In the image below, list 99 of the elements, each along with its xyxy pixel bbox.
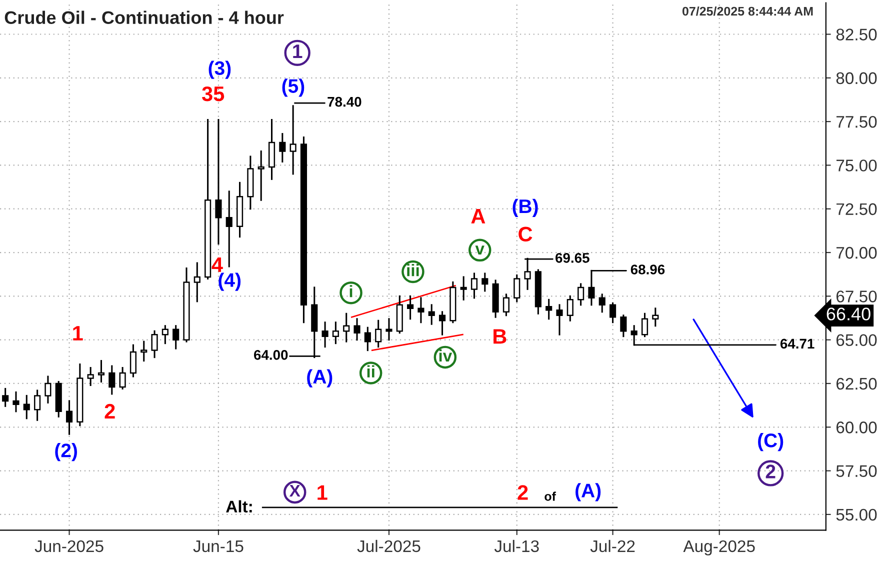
text: 66.40 bbox=[826, 308, 870, 320]
candlestick bbox=[98, 360, 105, 382]
candlestick bbox=[418, 297, 424, 324]
candlestick bbox=[66, 400, 73, 435]
y-tick-label: 82.50 bbox=[836, 28, 877, 40]
annotation: Alt: bbox=[226, 500, 252, 512]
candlestick bbox=[194, 262, 200, 302]
candlestick bbox=[470, 272, 478, 299]
annotation: iv bbox=[439, 349, 452, 362]
annotation: ii bbox=[367, 365, 374, 378]
candlestick bbox=[598, 294, 606, 313]
y-tick-label: 57.50 bbox=[836, 465, 877, 477]
annotation: 78.40 bbox=[328, 96, 362, 107]
annotation: A bbox=[471, 209, 486, 224]
candlestick bbox=[44, 376, 52, 404]
candlestick bbox=[258, 150, 264, 201]
y-tick-label: 62.50 bbox=[836, 378, 877, 390]
candlestick bbox=[438, 311, 446, 336]
annotation: (2) bbox=[55, 443, 77, 462]
candlestick bbox=[343, 312, 350, 342]
candlestick bbox=[140, 340, 148, 362]
candlestick bbox=[87, 367, 94, 386]
candlestick bbox=[620, 314, 627, 338]
candlestick bbox=[652, 308, 659, 327]
annotation: 69.65 bbox=[556, 253, 590, 263]
annotation: 4 bbox=[212, 258, 223, 272]
candlestick bbox=[502, 294, 510, 316]
annotation: 35 bbox=[202, 86, 224, 102]
y-tick-label: 70.00 bbox=[836, 246, 877, 259]
candlestick bbox=[407, 295, 414, 320]
candlestick bbox=[354, 318, 360, 341]
chart-title: Crude Oil - Continuation - 4 hour bbox=[4, 10, 284, 24]
annotation: (A) bbox=[307, 369, 332, 388]
candlestick bbox=[279, 133, 286, 162]
annotation: 1 bbox=[73, 326, 83, 340]
candlestick bbox=[578, 283, 584, 306]
y-tick-label: 67.50 bbox=[836, 290, 877, 302]
y-tick-label: 80.00 bbox=[836, 72, 877, 84]
annotation: 1 bbox=[318, 485, 328, 500]
annotation: (5) bbox=[282, 78, 304, 97]
y-tick-label: 77.50 bbox=[836, 116, 877, 128]
y-tick-label: 75.00 bbox=[836, 160, 877, 172]
candlestick bbox=[364, 326, 371, 352]
annotation: of bbox=[544, 492, 556, 501]
x-tick-label: Jul-22 bbox=[590, 540, 635, 552]
annotation: iii bbox=[407, 264, 419, 276]
candlestick bbox=[162, 325, 168, 344]
candlestick bbox=[172, 325, 180, 350]
candlestick bbox=[151, 330, 158, 358]
annotation: 07/25/2025 8:44:44 AM bbox=[682, 6, 813, 16]
x-tick-label: Jun-15 bbox=[193, 540, 244, 552]
candlestick bbox=[23, 394, 30, 420]
annotation: 2 bbox=[104, 404, 115, 418]
candlestick bbox=[108, 365, 116, 395]
candlestick bbox=[641, 312, 648, 338]
annotation: (C) bbox=[758, 433, 784, 452]
candlestick bbox=[546, 298, 552, 320]
candlestick bbox=[556, 304, 563, 336]
annotation: 64.71 bbox=[780, 338, 814, 349]
annotation: (4) bbox=[218, 272, 241, 291]
candlestick bbox=[375, 320, 382, 348]
y-tick-label: 55.00 bbox=[836, 508, 877, 521]
y-tick-label: 65.00 bbox=[836, 334, 877, 346]
candlestick bbox=[34, 390, 41, 421]
candlestick bbox=[215, 119, 222, 245]
annotation: 2 bbox=[766, 464, 776, 478]
annotation: (3) bbox=[208, 60, 231, 79]
candlestick bbox=[609, 302, 616, 324]
candlestick bbox=[130, 344, 136, 378]
candlestick bbox=[226, 190, 232, 268]
candlestick bbox=[482, 272, 488, 292]
x-tick-label: Aug-2025 bbox=[683, 540, 755, 556]
y-tick-label: 60.00 bbox=[836, 422, 877, 434]
annotation: C bbox=[518, 226, 532, 242]
annotation: B bbox=[494, 329, 506, 344]
candlestick bbox=[290, 105, 296, 175]
y-tick-label: 72.50 bbox=[836, 203, 877, 216]
annotation: X bbox=[289, 485, 300, 496]
x-tick-label: Jul-13 bbox=[494, 540, 539, 552]
candlestick bbox=[460, 276, 467, 300]
candlestick bbox=[514, 274, 520, 302]
x-tick-label: Jun-2025 bbox=[34, 540, 104, 552]
candlestick bbox=[12, 391, 20, 412]
candlestick bbox=[428, 304, 435, 325]
annotation: v bbox=[475, 246, 484, 254]
annotation: 1 bbox=[293, 44, 302, 58]
annotation: 64.00 bbox=[254, 350, 288, 360]
annotation: (B) bbox=[512, 198, 538, 218]
candlestick bbox=[322, 322, 328, 348]
annotation: (A) bbox=[576, 483, 601, 502]
candlestick bbox=[332, 322, 339, 344]
candlestick bbox=[386, 318, 392, 341]
candlestick bbox=[2, 388, 9, 407]
annotation: 68.96 bbox=[630, 264, 665, 274]
annotation: 2 bbox=[518, 485, 528, 500]
annotation: i bbox=[350, 285, 352, 298]
candlestick bbox=[119, 367, 126, 390]
candlestick bbox=[566, 295, 574, 322]
x-tick-label: Jul-2025 bbox=[357, 540, 420, 552]
